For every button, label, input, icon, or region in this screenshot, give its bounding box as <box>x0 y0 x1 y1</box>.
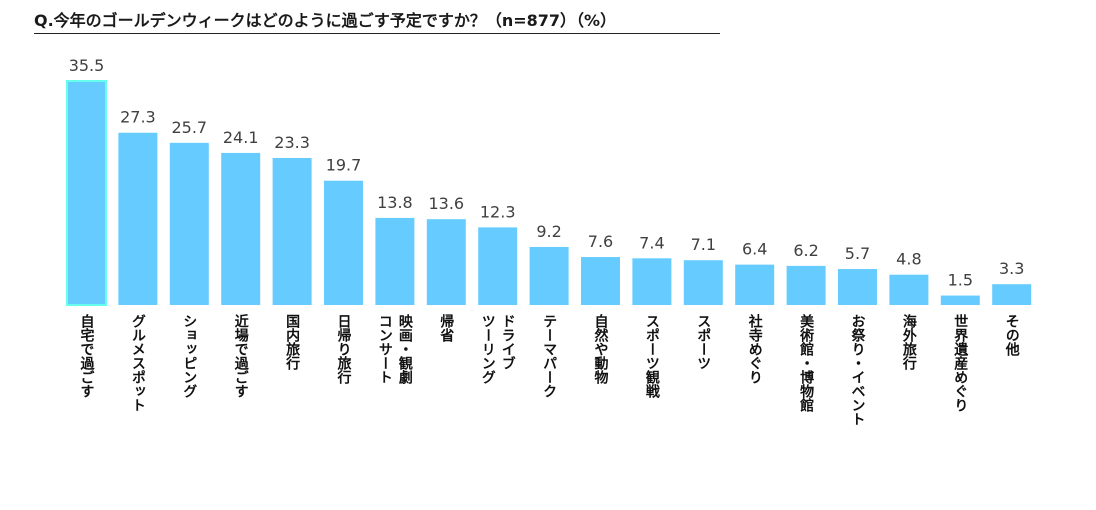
bar-value-label: 25.7 <box>171 118 207 137</box>
bar <box>632 258 672 305</box>
category-label: ドライブ <box>500 314 516 370</box>
bar-value-label: 1.5 <box>948 271 973 290</box>
bar-value-label: 24.1 <box>223 128 259 147</box>
bar-value-label: 9.2 <box>536 222 561 241</box>
bar <box>375 217 415 305</box>
category-label: スポーツ観戦 <box>644 314 660 399</box>
bar <box>529 246 569 305</box>
bar <box>426 219 466 305</box>
bar <box>992 284 1032 305</box>
bar-value-label: 4.8 <box>896 250 921 269</box>
bar <box>324 180 363 305</box>
bar-value-label: 6.4 <box>742 240 767 259</box>
category-label: コンサート <box>377 314 393 384</box>
category-label: 美術館・博物館 <box>798 313 815 413</box>
bar <box>889 274 929 305</box>
bars-group <box>66 80 1032 306</box>
bar-value-label: 7.6 <box>588 232 613 251</box>
bar-value-label: 35.5 <box>69 56 105 75</box>
category-label: グルメスポット <box>130 313 146 412</box>
chart-title: Q.今年のゴールデンウィークはどのように過ごす予定ですか？（n=877）（%） <box>34 7 720 34</box>
bar <box>169 142 209 305</box>
category-label: テーマパーク <box>541 314 557 398</box>
bar <box>940 295 980 305</box>
category-label: 世界遺産めぐり <box>952 313 968 412</box>
bar <box>66 80 107 306</box>
bar-value-label: 13.8 <box>377 193 413 212</box>
category-label: 海外旅行 <box>901 313 918 371</box>
category-labels-group: 自宅で過ごす グルメスポット ショッピング 近場で過ごす 国内旅行 日帰り旅行 映画・観劇コ… <box>79 313 1021 426</box>
category-label: 帰省 <box>438 313 455 343</box>
bar-value-label: 23.3 <box>274 133 310 152</box>
category-label: ショッピング <box>181 314 197 398</box>
bar-value-label: 6.2 <box>793 241 818 260</box>
bar <box>478 227 518 305</box>
bar <box>118 132 158 305</box>
bar-value-label: 13.6 <box>428 194 464 213</box>
bar-value-label: 12.3 <box>480 202 516 221</box>
bar <box>786 265 826 305</box>
category-label: 日帰り旅行 <box>336 314 353 385</box>
bar-value-label: 7.1 <box>691 235 716 254</box>
bar-value-label: 5.7 <box>845 244 870 263</box>
bar <box>272 157 312 305</box>
bar-value-label: 19.7 <box>326 156 362 175</box>
category-label: ツーリング <box>480 314 496 384</box>
value-labels-group: 35.5 27.3 25.7 24.1 23.3 19.7 13.8 13.6 12.3 9.2 7… <box>69 56 1025 290</box>
bar <box>581 257 620 305</box>
bar <box>221 152 261 305</box>
bar-value-label: 3.3 <box>999 259 1024 278</box>
category-label: 映画・観劇 <box>397 314 413 385</box>
bar <box>683 260 723 305</box>
category-label: スポーツ <box>695 314 711 370</box>
category-label: 近場で過ごす <box>233 313 250 398</box>
category-label: 自宅で過ごす <box>79 313 96 398</box>
category-label: お祭り・イベント <box>850 314 867 426</box>
bar-value-label: 7.4 <box>639 233 664 252</box>
category-label: 自然や動物 <box>593 313 609 385</box>
category-label: 国内旅行 <box>284 314 301 371</box>
bar <box>735 264 775 305</box>
category-label: その他 <box>1004 314 1021 357</box>
category-label: 社寺めぐり <box>747 313 764 384</box>
bar <box>838 269 877 305</box>
bar-value-label: 27.3 <box>120 108 156 127</box>
